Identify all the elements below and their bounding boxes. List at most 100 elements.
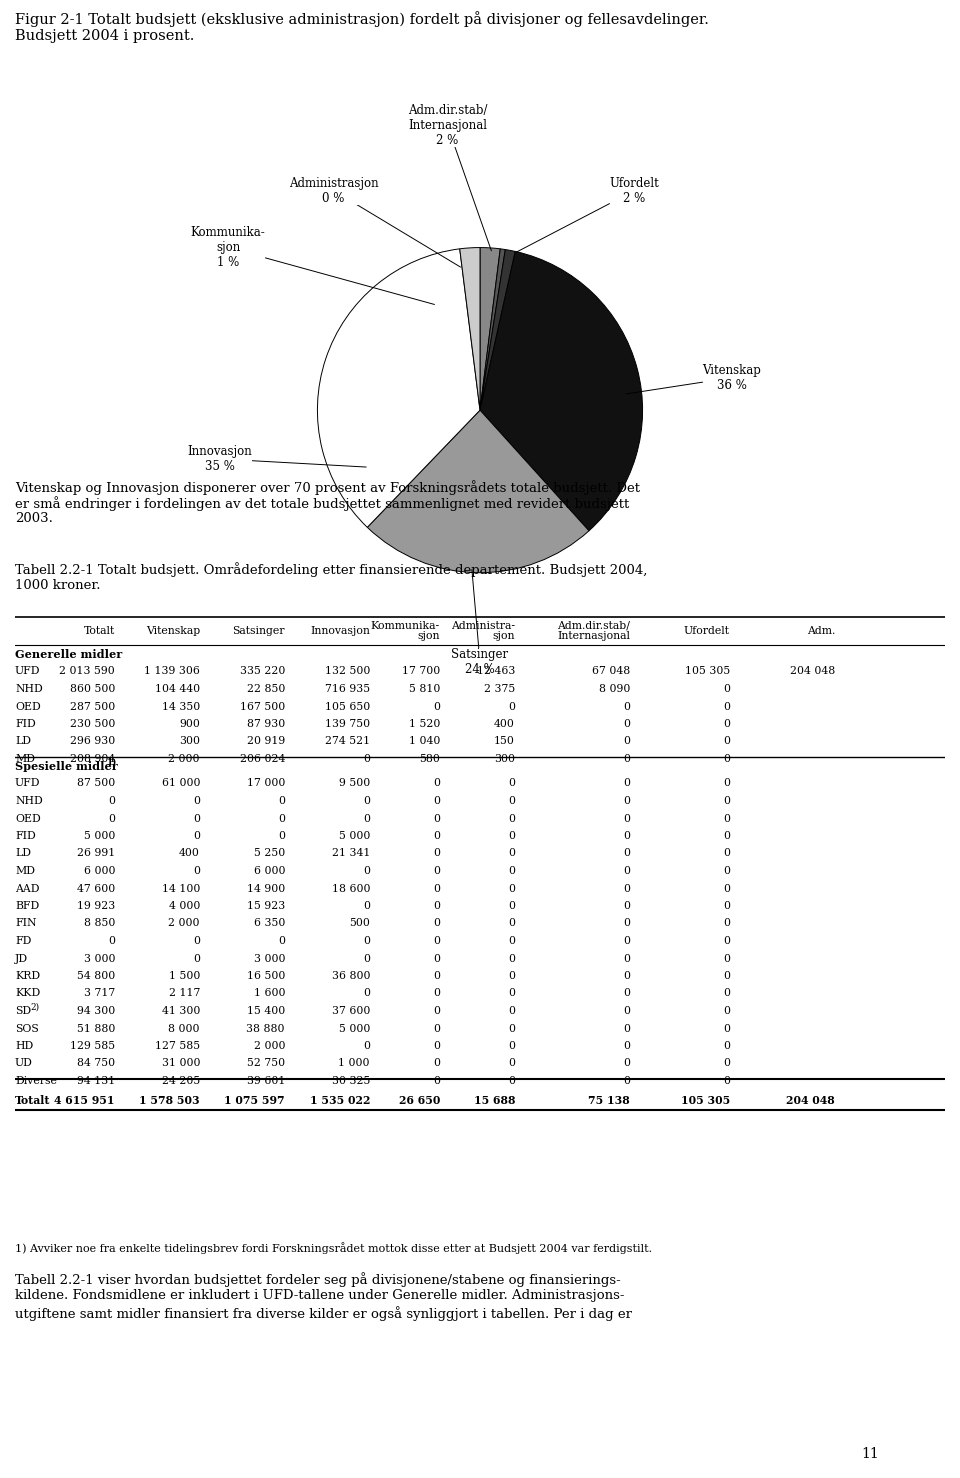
- Text: 0: 0: [433, 1007, 440, 1015]
- Text: 41 300: 41 300: [161, 1007, 200, 1015]
- Text: 0: 0: [433, 1058, 440, 1069]
- Text: 6 000: 6 000: [253, 866, 285, 876]
- Text: 52 750: 52 750: [247, 1058, 285, 1069]
- Text: 6 350: 6 350: [253, 918, 285, 928]
- Text: 300: 300: [179, 736, 200, 746]
- Text: 0: 0: [623, 779, 630, 788]
- Text: 0: 0: [723, 1076, 730, 1086]
- Text: 0: 0: [363, 797, 370, 806]
- Text: 1 075 597: 1 075 597: [225, 1095, 285, 1106]
- Text: 0: 0: [363, 1041, 370, 1051]
- Text: Tabell 2.2-1 Totalt budsjett. Områdefordeling etter finansierende departement. B: Tabell 2.2-1 Totalt budsjett. Områdeford…: [15, 562, 647, 576]
- Text: 0: 0: [623, 918, 630, 928]
- Text: er små endringer i fordelingen av det totale budsjettet sammenlignet med revider: er små endringer i fordelingen av det to…: [15, 497, 629, 511]
- Text: 0: 0: [433, 989, 440, 999]
- Text: 1): 1): [107, 758, 117, 767]
- Text: 0: 0: [723, 736, 730, 746]
- Text: 17 000: 17 000: [247, 779, 285, 788]
- Text: 0: 0: [433, 1023, 440, 1033]
- Text: 6 000: 6 000: [84, 866, 115, 876]
- Text: 0: 0: [508, 936, 515, 946]
- Text: 12 463: 12 463: [476, 667, 515, 677]
- Wedge shape: [480, 250, 516, 409]
- Text: 0: 0: [433, 848, 440, 859]
- Text: 0: 0: [723, 831, 730, 841]
- Text: Adm.dir.stab/: Adm.dir.stab/: [557, 621, 630, 631]
- Text: kildene. Fondsmidlene er inkludert i UFD-tallene under Generelle midler. Adminis: kildene. Fondsmidlene er inkludert i UFD…: [15, 1289, 625, 1302]
- Text: 1 520: 1 520: [409, 718, 440, 729]
- Text: 400: 400: [494, 718, 515, 729]
- Text: 274 521: 274 521: [324, 736, 370, 746]
- Text: 0: 0: [508, 953, 515, 964]
- Text: SOS: SOS: [15, 1023, 38, 1033]
- Text: 14 900: 14 900: [247, 884, 285, 894]
- Text: SD: SD: [15, 1007, 31, 1015]
- Text: 4 615 951: 4 615 951: [55, 1095, 115, 1106]
- Text: Totalt: Totalt: [15, 1095, 51, 1106]
- Text: 0: 0: [623, 1076, 630, 1086]
- Text: 0: 0: [278, 813, 285, 823]
- Text: 36 800: 36 800: [331, 971, 370, 981]
- Text: 2): 2): [30, 1004, 39, 1012]
- Text: sjon: sjon: [418, 631, 440, 641]
- Text: 8 850: 8 850: [84, 918, 115, 928]
- Text: 0: 0: [363, 953, 370, 964]
- Text: 5 000: 5 000: [84, 831, 115, 841]
- Text: 0: 0: [723, 702, 730, 711]
- Text: 0: 0: [508, 813, 515, 823]
- Text: 4 000: 4 000: [169, 902, 200, 910]
- Text: 30 325: 30 325: [331, 1076, 370, 1086]
- Text: Adm.dir.stab/
Internasjonal
2 %: Adm.dir.stab/ Internasjonal 2 %: [408, 103, 492, 251]
- Text: Vitenskap: Vitenskap: [146, 627, 200, 636]
- Text: 0: 0: [433, 936, 440, 946]
- Text: 0: 0: [433, 1041, 440, 1051]
- Wedge shape: [318, 248, 480, 528]
- Text: 2 117: 2 117: [169, 989, 200, 999]
- Text: 0: 0: [433, 702, 440, 711]
- Text: 15 923: 15 923: [247, 902, 285, 910]
- Text: 16 500: 16 500: [247, 971, 285, 981]
- Text: BFD: BFD: [15, 902, 39, 910]
- Text: 0: 0: [108, 813, 115, 823]
- Text: 127 585: 127 585: [155, 1041, 200, 1051]
- Text: 0: 0: [508, 884, 515, 894]
- Text: 0: 0: [723, 1007, 730, 1015]
- Text: 0: 0: [623, 971, 630, 981]
- Text: 0: 0: [508, 831, 515, 841]
- Text: 0: 0: [508, 1007, 515, 1015]
- Text: 0: 0: [363, 754, 370, 764]
- Text: Adm.: Adm.: [806, 627, 835, 636]
- Text: Administrasjon
0 %: Administrasjon 0 %: [289, 177, 461, 268]
- Text: UFD: UFD: [15, 667, 40, 677]
- Text: Satsinger
24 %: Satsinger 24 %: [451, 569, 509, 675]
- Text: FD: FD: [15, 936, 32, 946]
- Text: Innovasjon: Innovasjon: [310, 627, 370, 636]
- Text: OED: OED: [15, 702, 40, 711]
- Text: 0: 0: [508, 1058, 515, 1069]
- Text: 3 000: 3 000: [253, 953, 285, 964]
- Text: 2 000: 2 000: [169, 918, 200, 928]
- Text: 0: 0: [193, 936, 200, 946]
- Text: 132 500: 132 500: [324, 667, 370, 677]
- Text: Vitenskap
36 %: Vitenskap 36 %: [626, 364, 761, 393]
- Text: KKD: KKD: [15, 989, 40, 999]
- Text: FIN: FIN: [15, 918, 36, 928]
- Text: 5 250: 5 250: [253, 848, 285, 859]
- Text: 0: 0: [193, 953, 200, 964]
- Text: 0: 0: [433, 831, 440, 841]
- Text: 580: 580: [420, 754, 440, 764]
- Text: 716 935: 716 935: [324, 684, 370, 695]
- Text: 0: 0: [508, 1076, 515, 1086]
- Text: 0: 0: [508, 1041, 515, 1051]
- Text: 1 600: 1 600: [253, 989, 285, 999]
- Text: 0: 0: [723, 1023, 730, 1033]
- Text: 860 500: 860 500: [70, 684, 115, 695]
- Wedge shape: [480, 247, 500, 409]
- Text: LD: LD: [15, 848, 31, 859]
- Text: 0: 0: [278, 936, 285, 946]
- Text: 0: 0: [193, 866, 200, 876]
- Text: 139 750: 139 750: [324, 718, 370, 729]
- Text: 1 578 503: 1 578 503: [139, 1095, 200, 1106]
- Text: 0: 0: [363, 902, 370, 910]
- Text: 0: 0: [723, 971, 730, 981]
